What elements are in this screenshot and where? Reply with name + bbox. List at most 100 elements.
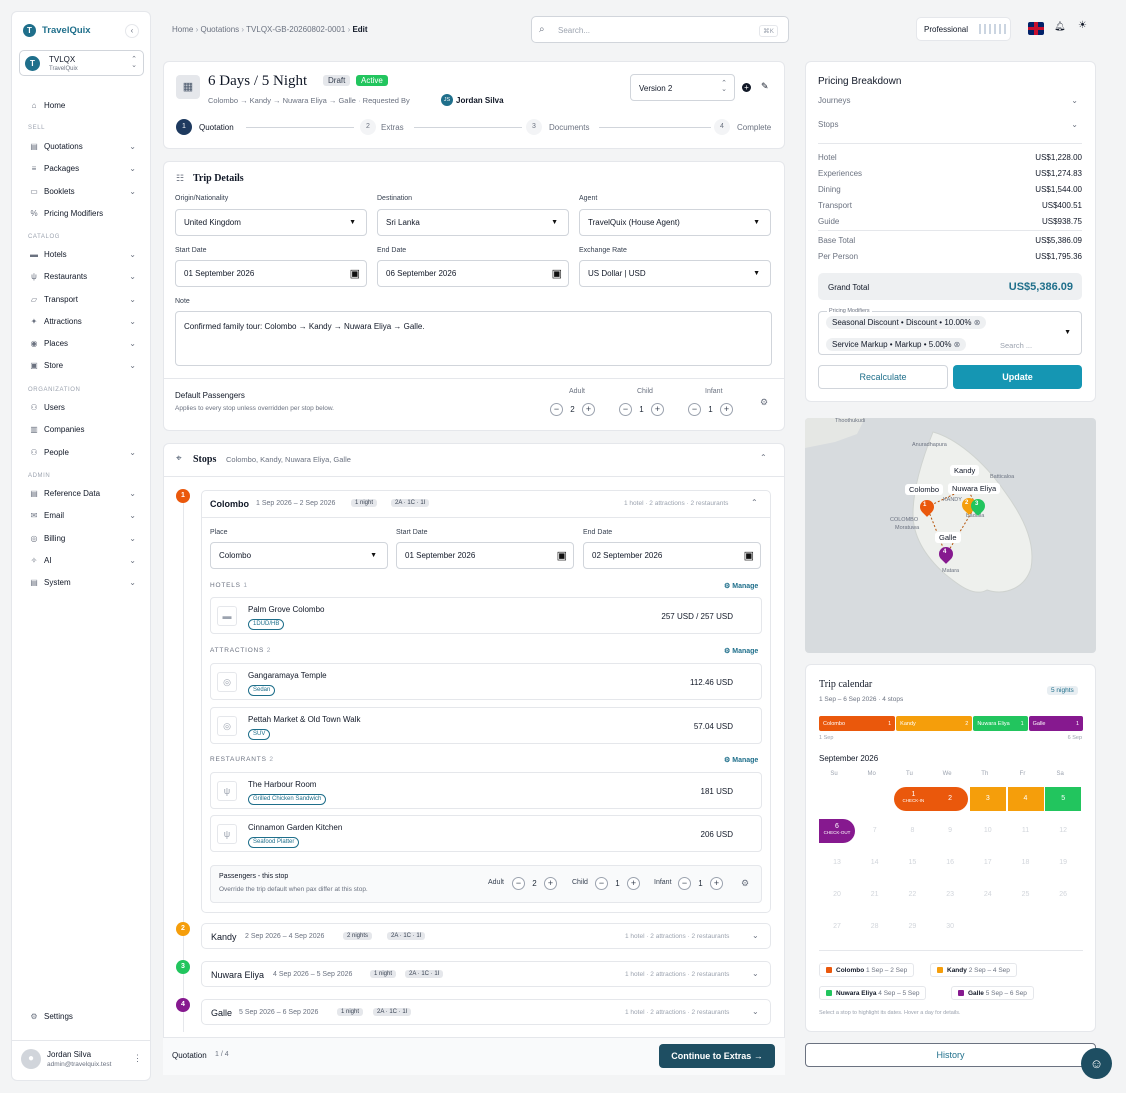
calendar-day[interactable]: 1 CHECK-IN — [894, 787, 933, 811]
stop-adult-stepper[interactable]: −2 + — [512, 877, 557, 890]
step-1-label[interactable]: Quotation — [199, 123, 234, 132]
step-3-label[interactable]: Documents — [549, 123, 590, 132]
attraction-row[interactable]: ◎ Gangaramaya Temple Sedan 112.46 USD — [210, 663, 762, 700]
calendar-day[interactable]: 21 — [857, 883, 893, 907]
modifier-chip[interactable]: Service Markup • Markup • 5.00% ⊗ — [826, 338, 967, 351]
calendar-icon[interactable]: ▣ — [743, 550, 754, 562]
calendar-day[interactable]: 16 — [932, 851, 968, 875]
timeline-segment-colombo[interactable]: Colombo 1 — [819, 716, 896, 731]
legend-chip-colombo[interactable]: Colombo 1 Sep – 2 Sep — [819, 963, 915, 977]
chevron-up-icon[interactable]: ⌃ — [751, 498, 758, 507]
legend-chip-kandy[interactable]: Kandy 2 Sep – 4 Sep — [930, 963, 1017, 977]
minus-icon[interactable]: − — [512, 877, 525, 890]
calendar-day[interactable]: 3 — [969, 787, 1006, 811]
minus-icon[interactable]: − — [688, 403, 701, 416]
sidebar-item-quotations[interactable]: ▤ Quotations ⌄ — [20, 138, 142, 154]
stop-end-date-field[interactable]: 02 September 2026 ▣ — [583, 542, 761, 569]
legend-chip-nuwara-eliya[interactable]: Nuwara Eliya 4 Sep – 5 Sep — [819, 986, 927, 1000]
modifier-search-input[interactable]: Search ... — [1000, 341, 1033, 350]
calendar-day[interactable]: 5 — [1045, 787, 1082, 811]
calendar-day[interactable]: 20 — [819, 883, 855, 907]
origin-select[interactable]: United Kingdom ▼ — [175, 209, 367, 236]
minus-icon[interactable]: − — [595, 877, 608, 890]
calendar-day[interactable]: 10 — [970, 819, 1006, 843]
search-input[interactable]: ⌕ Search... ⌘K — [531, 16, 789, 43]
calendar-day[interactable]: 7 — [857, 819, 893, 843]
sidebar-item-packages[interactable]: ≡ Packages ⌄ — [20, 160, 142, 176]
continue-button[interactable]: Continue to Extras → — [659, 1044, 775, 1068]
calendar-day[interactable]: 12 — [1045, 819, 1081, 843]
plus-icon[interactable]: + — [627, 877, 640, 890]
caret-down-icon[interactable]: ▼ — [1064, 329, 1071, 336]
timeline-segment-nuwara-eliya[interactable]: Nuwara Eliya 1 — [973, 716, 1028, 731]
remove-circle-icon[interactable]: ⊗ — [973, 318, 981, 327]
calendar-day[interactable]: 28 — [857, 915, 893, 939]
adult-stepper[interactable]: −2 + — [550, 403, 595, 416]
plus-icon[interactable]: + — [582, 403, 595, 416]
restaurant-row[interactable]: ψ The Harbour Room Grilled Chicken Sandwic… — [210, 772, 762, 809]
sidebar-item-store[interactable]: ▣ Store ⌄ — [20, 357, 142, 373]
manage-attractions-button[interactable]: ⚙ Manage — [724, 647, 758, 655]
step-4-number[interactable]: 4 — [714, 119, 730, 135]
uk-flag-icon[interactable] — [1028, 22, 1044, 35]
journeys-accordion[interactable]: Journeys ⌄ — [818, 96, 1082, 110]
calendar-icon[interactable]: ▣ — [349, 268, 360, 280]
calendar-day[interactable]: 29 — [894, 915, 930, 939]
destination-select[interactable]: Sri Lanka ▼ — [377, 209, 569, 236]
bell-icon[interactable]: 🔔︎ — [1054, 21, 1066, 31]
plus-icon[interactable]: + — [544, 877, 557, 890]
end-date-field[interactable]: 06 September 2026 ▣ — [377, 260, 569, 287]
sidebar-item-companies[interactable]: ▥ Companies — [20, 421, 142, 437]
sun-icon[interactable]: ☀ — [1078, 20, 1087, 31]
infant-stepper[interactable]: −1 + — [688, 403, 733, 416]
manage-restaurants-button[interactable]: ⚙ Manage — [724, 756, 758, 764]
step-3-number[interactable]: 3 — [526, 119, 542, 135]
avatar[interactable]: ● — [21, 1049, 41, 1069]
calendar-day[interactable]: 25 — [1008, 883, 1044, 907]
minus-icon[interactable]: − — [550, 403, 563, 416]
sidebar-item-people[interactable]: ⚇ People ⌄ — [20, 444, 142, 460]
gear-icon[interactable]: ⚙ — [741, 878, 750, 888]
place-select[interactable]: Colombo ▼ — [210, 542, 388, 569]
calendar-day[interactable]: 17 — [970, 851, 1006, 875]
breadcrumb-home[interactable]: Home — [172, 25, 194, 34]
sidebar-item-attractions[interactable]: ✦ Attractions ⌄ — [20, 313, 142, 329]
step-4-label[interactable]: Complete — [737, 123, 772, 132]
stop-galle-row[interactable]: Galle 5 Sep 2026 – 6 Sep 2026 1 night 2A… — [201, 999, 771, 1025]
calendar-day[interactable]: 15 — [894, 851, 930, 875]
collapse-stops-icon[interactable]: ⌃ — [760, 453, 767, 462]
sidebar-item-billing[interactable]: ◎ Billing ⌄ — [20, 530, 142, 546]
stop-child-stepper[interactable]: −1 + — [595, 877, 640, 890]
timeline-segment-galle[interactable]: Galle 1 — [1028, 716, 1083, 731]
sidebar-item-transport[interactable]: ▱ Transport ⌄ — [20, 291, 142, 307]
calendar-day[interactable]: 26 — [1045, 883, 1081, 907]
restaurant-row[interactable]: ψ Cinnamon Garden Kitchen Seafood Platter 2… — [210, 815, 762, 852]
stops-accordion[interactable]: Stops ⌄ — [818, 120, 1082, 134]
collapse-sidebar-button[interactable]: ‹ — [125, 24, 139, 38]
plan-switcher[interactable]: Professional — [916, 17, 1011, 41]
chat-bot-icon[interactable]: ☺ — [1081, 1048, 1112, 1079]
sidebar-item-email[interactable]: ✉ Email ⌄ — [20, 507, 142, 523]
plus-icon[interactable]: + — [651, 403, 664, 416]
minus-icon[interactable]: − — [678, 877, 691, 890]
stop-colombo-header[interactable]: Colombo 1 Sep 2026 – 2 Sep 2026 1 night … — [201, 490, 771, 517]
calendar-day[interactable]: 19 — [1045, 851, 1081, 875]
attraction-row[interactable]: ◎ Pettah Market & Old Town Walk SUV 57.04 U… — [210, 707, 762, 744]
version-select[interactable]: Version 2 ⌃ ⌄ — [630, 74, 735, 101]
sidebar-item-ai[interactable]: ✧ AI ⌄ — [20, 552, 142, 568]
recalculate-button[interactable]: Recalculate — [818, 365, 948, 389]
history-button[interactable]: History — [805, 1043, 1096, 1067]
timeline-segment-kandy[interactable]: Kandy 2 — [896, 716, 973, 731]
calendar-day[interactable]: 22 — [894, 883, 930, 907]
plus-icon[interactable]: + — [710, 877, 723, 890]
calendar-day[interactable]: 9 — [932, 819, 968, 843]
sidebar-item-restaurants[interactable]: ψ Restaurants ⌄ — [20, 268, 142, 284]
breadcrumb-quotations[interactable]: Quotations — [200, 25, 240, 34]
calendar-day[interactable]: 2 — [932, 787, 969, 811]
gear-icon[interactable]: ⚙ — [760, 397, 769, 407]
calendar-icon[interactable]: ▣ — [551, 268, 562, 280]
hotel-row[interactable]: ▬ Palm Grove Colombo 1DUD/HB 257 USD / 257 … — [210, 597, 762, 634]
sidebar-item-hotels[interactable]: ▬ Hotels ⌄ — [20, 246, 142, 262]
calendar-day[interactable]: 4 — [1007, 787, 1044, 811]
agent-select[interactable]: TravelQuix (House Agent) ▼ — [579, 209, 771, 236]
